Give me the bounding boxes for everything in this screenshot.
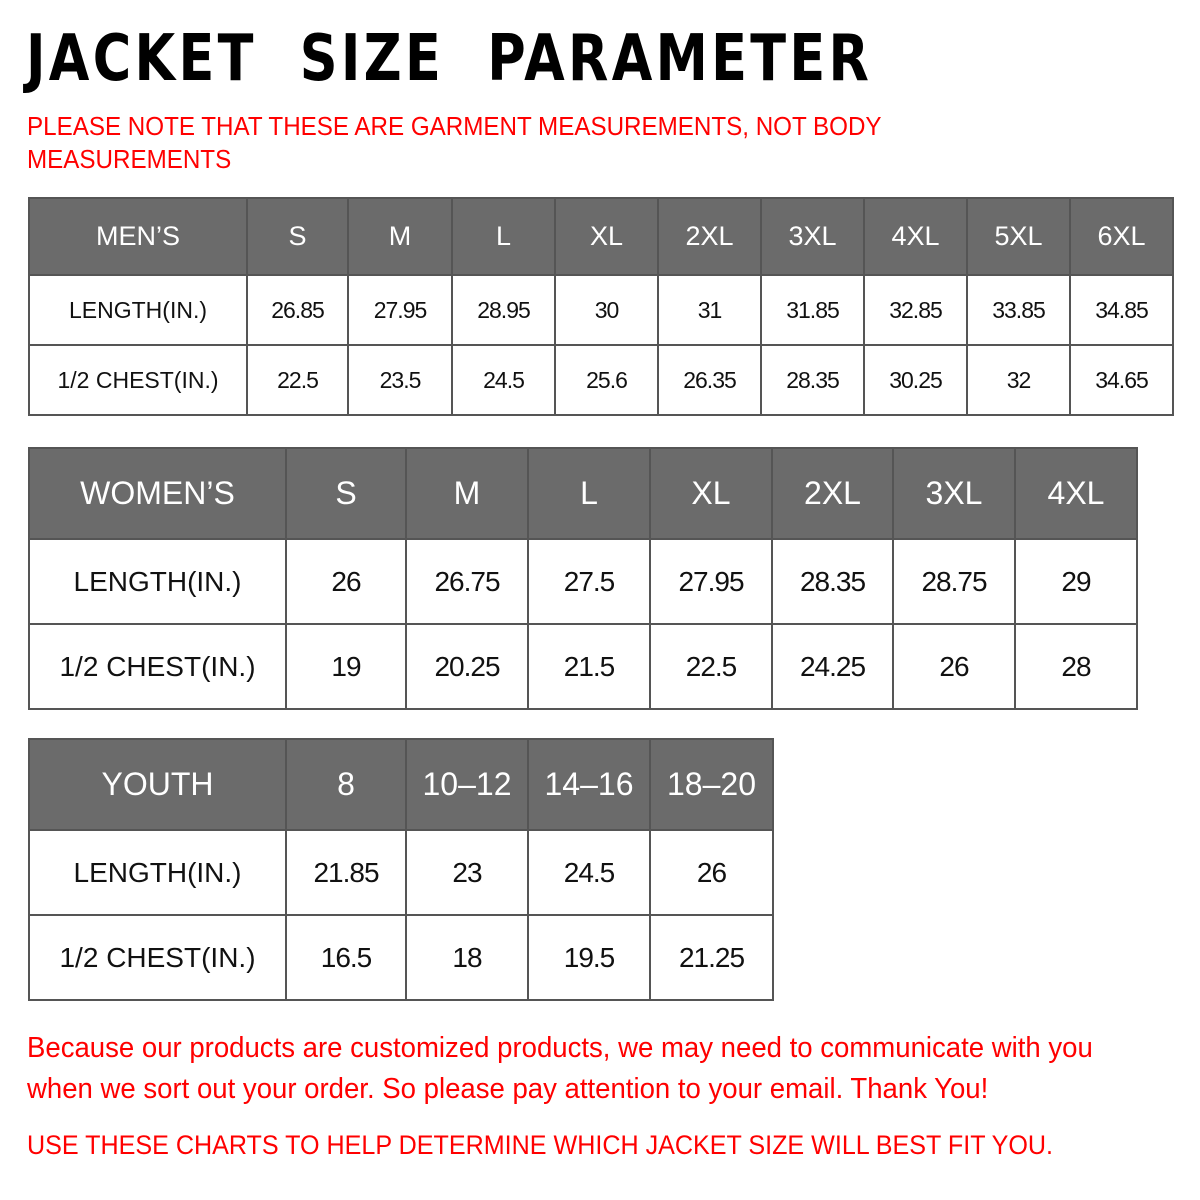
womens-size-table: WOMEN’S S M L XL 2XL 3XL 4XL LENGTH(IN.) 26 26.75 2… [28, 447, 1138, 710]
measurement-cell: 32.85 [863, 274, 968, 346]
header-row: WOMEN’S S M L XL 2XL 3XL 4XL [28, 447, 1138, 540]
measurement-cell: 27.95 [347, 274, 453, 346]
measurement-cell: 18 [405, 914, 529, 1001]
row-label: 1/2 CHEST(IN.) [28, 914, 287, 1001]
customization-message: Because our products are customized prod… [27, 1032, 1093, 1105]
measurement-cell: 32 [966, 344, 1071, 416]
measurement-cell: 34.65 [1069, 344, 1174, 416]
row-label: 1/2 CHEST(IN.) [28, 344, 248, 416]
measurement-cell: 26 [285, 538, 407, 625]
measurement-cell: 28.35 [760, 344, 865, 416]
measurement-cell: 30 [554, 274, 659, 346]
size-header: 18–20 [649, 738, 774, 831]
size-header: 4XL [1014, 447, 1138, 540]
table-row: LENGTH(IN.) 26 26.75 27.5 27.95 28.35 28.75 29 [28, 538, 1138, 625]
measurement-cell: 24.25 [771, 623, 894, 710]
measurement-cell: 28.35 [771, 538, 894, 625]
measurement-cell: 29 [1014, 538, 1138, 625]
measurement-cell: 19 [285, 623, 407, 710]
size-header: M [405, 447, 529, 540]
fit-advice: USE THESE CHARTS TO HELP DETERMINE WHICH… [27, 1130, 1054, 1160]
measurement-cell: 28.95 [451, 274, 556, 346]
measurement-cell: 22.5 [649, 623, 773, 710]
size-header: L [527, 447, 651, 540]
size-header: 3XL [892, 447, 1016, 540]
measurement-cell: 30.25 [863, 344, 968, 416]
measurement-cell: 24.5 [451, 344, 556, 416]
size-header: 5XL [966, 197, 1071, 276]
size-header: XL [649, 447, 773, 540]
row-label: 1/2 CHEST(IN.) [28, 623, 287, 710]
row-label: LENGTH(IN.) [28, 538, 287, 625]
measurement-cell: 26.85 [246, 274, 349, 346]
measurement-cell: 26.75 [405, 538, 529, 625]
measurement-cell: 34.85 [1069, 274, 1174, 346]
measurement-cell: 31.85 [760, 274, 865, 346]
measurement-cell: 24.5 [527, 829, 651, 916]
row-label: LENGTH(IN.) [28, 829, 287, 916]
size-header: 14–16 [527, 738, 651, 831]
measurement-cell: 26 [649, 829, 774, 916]
header-row: MEN’S S M L XL 2XL 3XL 4XL 5XL 6XL [28, 197, 1174, 276]
table-row: 1/2 CHEST(IN.) 16.5 18 19.5 21.25 [28, 914, 774, 1001]
table-header-label: YOUTH [28, 738, 287, 831]
size-header: 2XL [657, 197, 762, 276]
youth-size-table: YOUTH 8 10–12 14–16 18–20 LENGTH(IN.) 21.85 23 2… [28, 738, 774, 1001]
measurement-cell: 16.5 [285, 914, 407, 1001]
size-header: 8 [285, 738, 407, 831]
table-header-label: WOMEN’S [28, 447, 287, 540]
measurement-cell: 19.5 [527, 914, 651, 1001]
measurement-cell: 33.85 [966, 274, 1071, 346]
measurement-cell: 21.25 [649, 914, 774, 1001]
measurement-cell: 21.85 [285, 829, 407, 916]
size-header: 3XL [760, 197, 865, 276]
measurement-cell: 27.5 [527, 538, 651, 625]
measurement-cell: 28 [1014, 623, 1138, 710]
measurement-cell: 22.5 [246, 344, 349, 416]
size-header: 2XL [771, 447, 894, 540]
size-header: 4XL [863, 197, 968, 276]
table-row: 1/2 CHEST(IN.) 19 20.25 21.5 22.5 24.25 26 28 [28, 623, 1138, 710]
table-row: LENGTH(IN.) 26.85 27.95 28.95 30 31 31.85 32.85… [28, 274, 1174, 346]
measurement-note: PLEASE NOTE THAT THESE ARE GARMENT MEASU… [27, 111, 882, 174]
size-header: 6XL [1069, 197, 1174, 276]
mens-size-table: MEN’S S M L XL 2XL 3XL 4XL 5XL 6XL LENGTH(IN.) 26.8… [28, 197, 1174, 416]
measurement-cell: 31 [657, 274, 762, 346]
measurement-cell: 26.35 [657, 344, 762, 416]
measurement-cell: 27.95 [649, 538, 773, 625]
table-row: 1/2 CHEST(IN.) 22.5 23.5 24.5 25.6 26.35 28.35… [28, 344, 1174, 416]
size-header: XL [554, 197, 659, 276]
row-label: LENGTH(IN.) [28, 274, 248, 346]
size-header: S [246, 197, 349, 276]
measurement-cell: 21.5 [527, 623, 651, 710]
measurement-cell: 23 [405, 829, 529, 916]
measurement-cell: 28.75 [892, 538, 1016, 625]
measurement-cell: 20.25 [405, 623, 529, 710]
table-row: LENGTH(IN.) 21.85 23 24.5 26 [28, 829, 774, 916]
measurement-cell: 23.5 [347, 344, 453, 416]
size-header: M [347, 197, 453, 276]
measurement-cell: 25.6 [554, 344, 659, 416]
size-header: S [285, 447, 407, 540]
header-row: YOUTH 8 10–12 14–16 18–20 [28, 738, 774, 831]
table-header-label: MEN’S [28, 197, 248, 276]
size-header: L [451, 197, 556, 276]
page-title: JACKET SIZE PARAMETER [26, 22, 873, 96]
measurement-cell: 26 [892, 623, 1016, 710]
size-header: 10–12 [405, 738, 529, 831]
